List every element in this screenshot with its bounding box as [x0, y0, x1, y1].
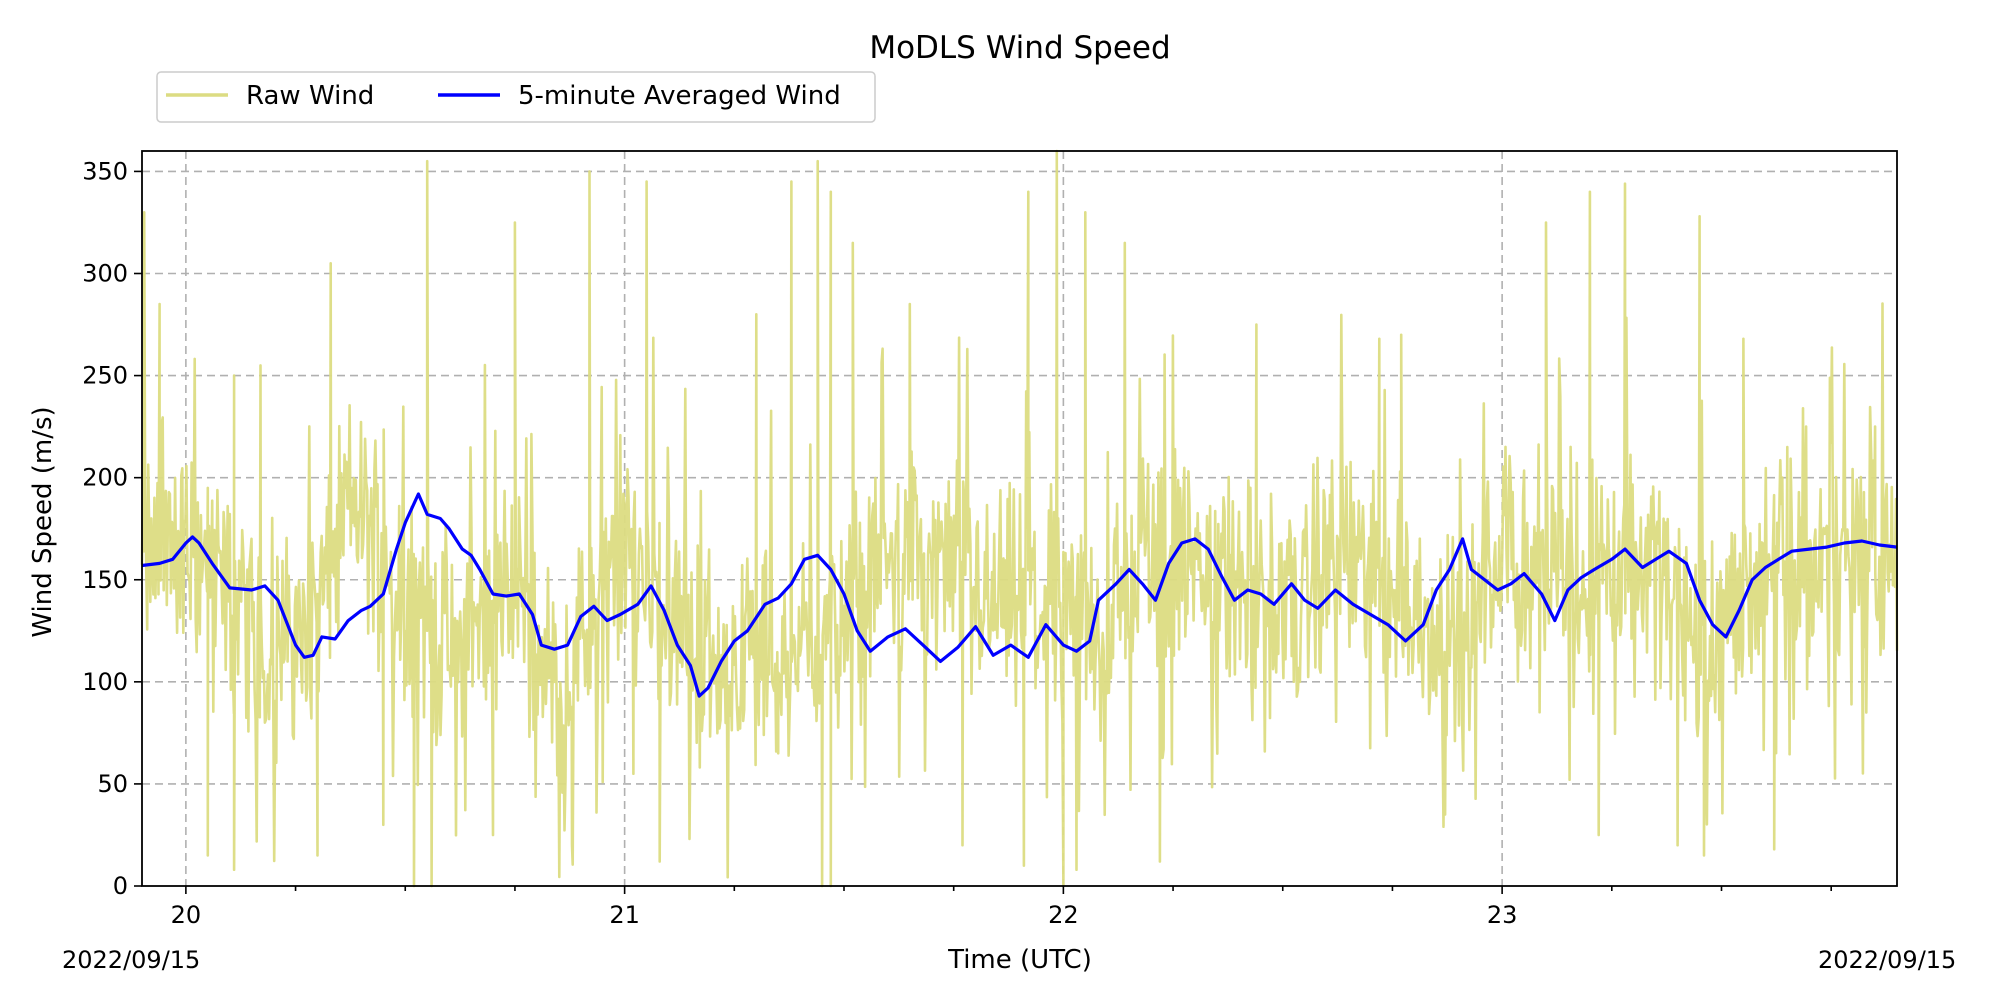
series-5-minute-averaged-wind: [141, 492, 1898, 698]
legend-label-averaged-wind: 5-minute Averaged Wind: [518, 81, 841, 111]
plot-area: [140, 149, 1899, 888]
plot-frame: [141, 150, 1898, 887]
x-axis-label: Time (UTC): [947, 945, 1092, 975]
x-tick-label: 23: [1487, 901, 1518, 929]
legend[interactable]: Raw Wind 5-minute Averaged Wind: [156, 71, 876, 123]
x-tick-label: 21: [609, 901, 640, 929]
chart-title: MoDLS Wind Speed: [869, 30, 1170, 66]
legend-box: [156, 71, 876, 123]
date-label-left: 2022/09/15: [62, 946, 200, 974]
y-axis-label: Wind Speed (m/s): [28, 406, 58, 637]
axes: 0 50 100 150 200 250 300 350 20 21 22 23: [82, 150, 1898, 929]
y-tick-label: 100: [82, 668, 128, 696]
x-tick-label: 20: [171, 901, 202, 929]
x-tick-label: 22: [1048, 901, 1079, 929]
y-tick-label: 150: [82, 566, 128, 594]
y-tick-label: 200: [82, 464, 128, 492]
series-raw-wind: [140, 149, 1899, 888]
y-tick-label: 350: [82, 157, 128, 185]
y-tick-label: 50: [97, 770, 128, 798]
date-label-right: 2022/09/15: [1818, 946, 1956, 974]
legend-label-raw-wind: Raw Wind: [246, 81, 374, 111]
y-tick-label: 250: [82, 362, 128, 390]
y-tick-label: 0: [113, 872, 128, 900]
y-tick-label: 300: [82, 260, 128, 288]
